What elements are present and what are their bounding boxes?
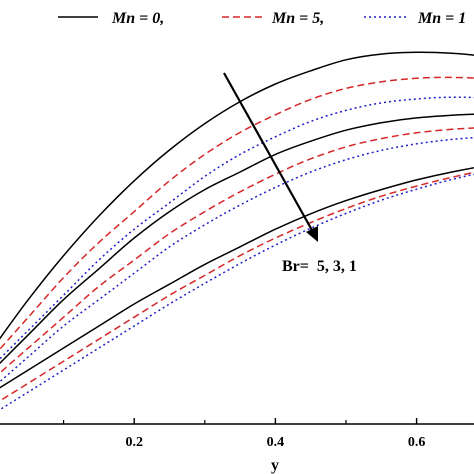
x-tick-label: 0.6: [408, 435, 426, 450]
series-line-Br3-dotted: [0, 136, 474, 383]
axes: 0.2 0.4 0.6 y: [0, 418, 474, 474]
series-line-Br3-dashed: [0, 127, 474, 374]
legend: Mn = 0, Mn = 5, Mn = 1: [58, 10, 466, 27]
x-ticks: 0.2 0.4 0.6: [62, 418, 426, 450]
annotation: Br= 5, 3, 1: [223, 72, 357, 275]
series-line-Br5-dotted: [0, 96, 474, 360]
legend-label-mn5: Mn = 5,: [271, 10, 324, 27]
plot-lines: [0, 51, 474, 411]
x-tick-label: 0.2: [125, 435, 143, 450]
series-line-Br1-solid: [0, 166, 474, 389]
series-line-Br3-solid: [0, 113, 474, 365]
series-line-Br5-solid: [0, 51, 474, 340]
series-line-Br1-dotted: [0, 173, 474, 411]
x-axis-label: y: [271, 457, 279, 474]
annotation-arrowhead: [306, 226, 318, 242]
annotation-label: Br= 5, 3, 1: [282, 258, 357, 275]
series-line-Br1-dashed: [0, 171, 474, 402]
annotation-arrow: [223, 72, 314, 233]
legend-label-mn1: Mn = 1: [417, 10, 466, 27]
x-tick-label: 0.4: [267, 435, 285, 450]
series-line-Br5-dashed: [0, 76, 474, 351]
legend-label-mn0: Mn = 0,: [111, 10, 164, 27]
